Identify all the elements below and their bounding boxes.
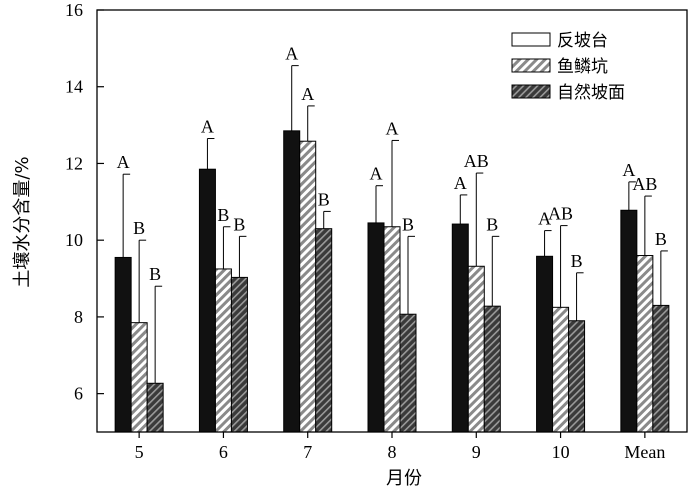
y-tick-label: 16 — [65, 0, 83, 20]
sig-letter-自然坡面-8: B — [402, 214, 414, 234]
sig-letter-鱼鳞坑-6: B — [217, 205, 229, 225]
x-tick-label: Mean — [624, 442, 665, 462]
bar-自然坡面-6 — [230, 276, 248, 433]
bar-反坡台-6 — [198, 168, 216, 433]
bar-反坡台-Mean — [620, 209, 638, 433]
legend-swatch-反坡台 — [511, 32, 551, 47]
bars-layer — [114, 130, 670, 433]
sig-letter-鱼鳞坑-7: A — [301, 84, 314, 104]
sig-letter-自然坡面-9: B — [486, 214, 498, 234]
sig-letter-反坡台-7: A — [285, 44, 298, 64]
sig-letter-反坡台-Mean: A — [622, 160, 635, 180]
sig-letter-反坡台-5: A — [117, 152, 130, 172]
bar-自然坡面-10 — [568, 320, 586, 433]
sig-letter-自然坡面-Mean: B — [655, 229, 667, 249]
legend-label-反坡台: 反坡台 — [557, 31, 608, 51]
x-tick-label: 5 — [135, 442, 144, 462]
sig-letter-反坡台-6: A — [201, 117, 214, 137]
bar-鱼鳞坑-6 — [214, 268, 232, 433]
bar-反坡台-7 — [283, 130, 301, 433]
sig-letter-鱼鳞坑-9: AB — [464, 151, 489, 171]
sig-letter-反坡台-9: A — [454, 173, 467, 193]
x-tick-label: 10 — [552, 442, 570, 462]
legend-swatch-鱼鳞坑 — [511, 58, 551, 73]
x-tick-label: 7 — [303, 442, 312, 462]
sig-letter-鱼鳞坑-10: AB — [548, 204, 573, 224]
bar-自然坡面-8 — [399, 313, 417, 433]
sig-letter-鱼鳞坑-Mean: AB — [632, 174, 657, 194]
y-tick-label: 8 — [74, 307, 83, 327]
sig-letter-反坡台-10: A — [538, 209, 551, 229]
bar-鱼鳞坑-5 — [130, 322, 148, 433]
sig-letter-自然坡面-7: B — [318, 189, 330, 209]
sig-letter-自然坡面-10: B — [571, 251, 583, 271]
sig-letter-反坡台-8: A — [370, 164, 383, 184]
x-tick-label: 8 — [388, 442, 397, 462]
sig-letter-鱼鳞坑-8: A — [386, 118, 399, 138]
y-tick-label: 6 — [74, 384, 83, 404]
bar-反坡台-8 — [367, 222, 385, 433]
legend-label-自然坡面: 自然坡面 — [557, 83, 625, 103]
legend-swatch-自然坡面 — [511, 84, 551, 99]
sig-letter-自然坡面-5: B — [149, 264, 161, 284]
bar-自然坡面-Mean — [652, 304, 670, 433]
bar-鱼鳞坑-9 — [467, 265, 485, 433]
legend: 反坡台 鱼鳞坑 自然坡面 — [511, 31, 625, 103]
y-tick-label: 14 — [65, 77, 83, 97]
bar-自然坡面-7 — [315, 228, 333, 433]
bar-反坡台-5 — [114, 256, 132, 433]
bar-鱼鳞坑-8 — [383, 226, 401, 433]
error-bars-layer — [122, 65, 668, 384]
bar-鱼鳞坑-7 — [299, 140, 317, 433]
y-tick-label: 10 — [65, 230, 83, 250]
sig-letter-自然坡面-6: B — [233, 214, 245, 234]
y-tick-label: 12 — [65, 153, 83, 173]
y-axis-title: 土壤水分含量/% — [12, 156, 33, 287]
axes: 6 8 10 12 14 16 5 6 7 8 9 10 Mean — [65, 0, 688, 462]
x-tick-label: 9 — [472, 442, 481, 462]
x-tick-label: 6 — [219, 442, 228, 462]
bar-鱼鳞坑-10 — [552, 306, 570, 433]
bar-反坡台-10 — [536, 255, 554, 433]
x-axis-title: 月份 — [386, 468, 422, 489]
bar-自然坡面-5 — [146, 382, 164, 433]
bar-自然坡面-9 — [483, 305, 501, 433]
sig-letter-鱼鳞坑-5: B — [133, 218, 145, 238]
bar-反坡台-9 — [451, 223, 469, 433]
legend-label-鱼鳞坑: 鱼鳞坑 — [557, 57, 608, 77]
bar-鱼鳞坑-Mean — [636, 255, 654, 433]
